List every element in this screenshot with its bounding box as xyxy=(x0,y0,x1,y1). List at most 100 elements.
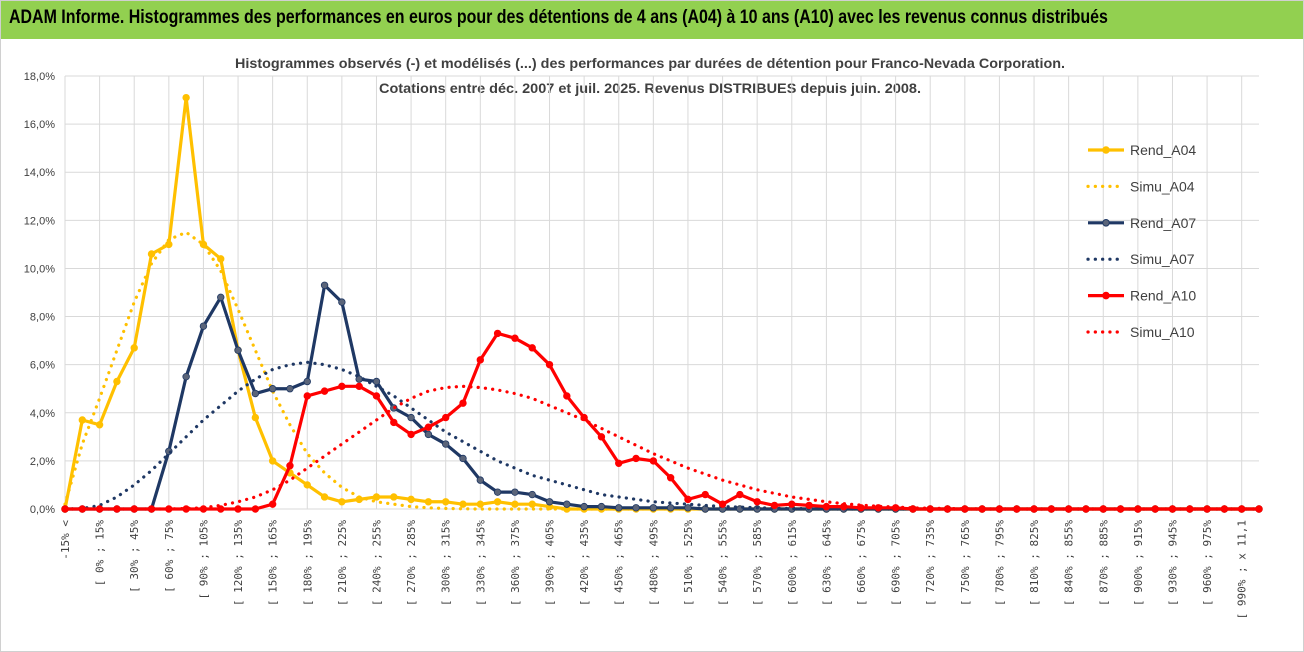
rend-a10-point xyxy=(788,500,796,508)
x-tick-label: [ 0% ; 15% xyxy=(94,520,107,587)
rend-a07-point xyxy=(407,413,415,422)
x-tick-label: [ 540% ; 555% xyxy=(717,520,730,606)
rend-a10-point xyxy=(1134,505,1142,513)
rend-a10-point xyxy=(580,413,588,422)
rend-a04-series xyxy=(61,93,1263,513)
rend-a10-point xyxy=(182,505,190,513)
rend-a07-point xyxy=(666,504,675,512)
x-tick-label: [ 450% ; 465% xyxy=(613,520,626,606)
rend-a10-point xyxy=(1151,505,1159,513)
rend-a10-point xyxy=(390,418,398,427)
rend-a04-point xyxy=(182,93,190,102)
x-tick-label: -15% < xyxy=(59,520,72,560)
rend-a10-point xyxy=(1220,505,1229,513)
rend-a07-point xyxy=(182,372,190,381)
rend-a10-point xyxy=(545,360,554,369)
rend-a07-point xyxy=(320,281,329,289)
rend-a10-point xyxy=(78,505,87,513)
rend-a07-legend-label: Rend_A07 xyxy=(1130,215,1196,231)
rend-a04-line xyxy=(63,96,1259,511)
rend-a04-point xyxy=(147,250,156,258)
rend-a10-point xyxy=(822,502,831,511)
rend-a04-point xyxy=(320,493,329,501)
rend-a04-legend-label: Rend_A04 xyxy=(1130,142,1196,158)
x-tick-label: [ 660% ; 675% xyxy=(855,520,868,606)
rend-a10-point xyxy=(1099,505,1107,513)
rend-a04-point xyxy=(511,500,519,508)
rend-a07-point xyxy=(303,377,311,386)
rend-a10-point xyxy=(147,505,156,513)
chart-title-line-2: Cotations entre déc. 2007 et juil. 2025.… xyxy=(379,80,921,96)
x-tick-label: [ 390% ; 405% xyxy=(544,520,557,606)
rend-a10-point xyxy=(839,502,848,511)
rend-a10-point xyxy=(1203,505,1211,513)
rend-a10-point xyxy=(251,505,260,513)
series-group xyxy=(61,93,1263,513)
rend-a10-legend-marker xyxy=(1102,291,1110,300)
rend-a07-point xyxy=(199,322,208,330)
rend-a10-point xyxy=(563,392,571,400)
rend-a07-point xyxy=(372,377,381,386)
rend-a10-point xyxy=(1030,505,1038,513)
x-tick-label: [ 300% ; 315% xyxy=(440,520,453,606)
x-tick-label: [ 810% ; 825% xyxy=(1028,520,1041,606)
x-tick-label: [ 360% ; 375% xyxy=(509,520,522,606)
simu-a10-series xyxy=(63,384,1261,511)
y-tick-label: 12,0% xyxy=(24,215,55,227)
x-tick-label: [ 60% ; 75% xyxy=(163,520,176,593)
x-axis-ticks: -15% < [ 0% ; 15% [ 30% ; 45% [ 60% ; 75% [ … xyxy=(59,520,1249,620)
rend-a04-point xyxy=(372,493,381,501)
rend-a10-point xyxy=(961,505,969,513)
simu-a07-legend-label: Simu_A07 xyxy=(1130,251,1195,267)
y-tick-label: 4,0% xyxy=(30,408,55,420)
rend-a10-point xyxy=(1064,505,1073,513)
rend-a04-point xyxy=(217,255,225,263)
x-tick-label: [ 780% ; 795% xyxy=(993,520,1006,606)
rend-a10-point xyxy=(753,498,761,506)
x-tick-label: [ 420% ; 435% xyxy=(578,520,591,606)
rend-a07-point xyxy=(684,504,692,512)
rend-a10-point xyxy=(684,495,692,504)
rend-a10-point xyxy=(1047,505,1056,513)
x-tick-label: [ 150% ; 165% xyxy=(267,520,280,606)
rend-a07-line xyxy=(65,283,1259,511)
rend-a10-series xyxy=(61,329,1263,513)
rend-a07-point xyxy=(511,488,519,496)
rend-a10-point xyxy=(320,387,329,395)
rend-a10-point xyxy=(1116,505,1125,513)
rend-a10-point xyxy=(528,344,536,352)
rend-a10-point xyxy=(199,505,208,513)
rend-a10-point xyxy=(234,505,242,513)
simu-a10-legend-label: Simu_A10 xyxy=(1130,324,1195,340)
x-tick-label: [ 330% ; 345% xyxy=(474,520,487,606)
x-tick-label: [ 270% ; 285% xyxy=(405,520,418,606)
rend-a10-point xyxy=(441,413,450,422)
rend-a07-point xyxy=(338,298,346,306)
rend-a10-point xyxy=(130,505,138,513)
rend-a10-point xyxy=(891,504,900,512)
x-tick-label: [ 510% ; 525% xyxy=(682,520,695,606)
rend-a10-point xyxy=(701,490,709,499)
x-tick-label: [ 720% ; 735% xyxy=(924,520,937,606)
rend-a10-point xyxy=(61,505,69,513)
rend-a04-legend-marker xyxy=(1102,146,1110,154)
rend-a10-point xyxy=(1186,505,1194,513)
rend-a10-line xyxy=(65,331,1259,511)
y-tick-label: 0,0% xyxy=(30,504,55,516)
simu-a04-legend-label: Simu_A04 xyxy=(1130,178,1195,194)
rend-a10-point xyxy=(1013,505,1021,513)
rend-a04-point xyxy=(424,498,433,506)
y-tick-label: 18,0% xyxy=(24,71,55,83)
rend-a04-point xyxy=(459,500,467,508)
rend-a07-point xyxy=(268,385,277,393)
rend-a10-point xyxy=(1237,505,1246,513)
x-tick-label: [ 960% ; 975% xyxy=(1201,520,1214,606)
rend-a04-point xyxy=(528,500,536,508)
report-banner: ADAM Informe. Histogrammes des performan… xyxy=(1,1,1303,39)
rend-a10-point xyxy=(926,505,934,513)
rend-a04-point xyxy=(390,493,398,501)
legend: Rend_A04 Simu_A04 Rend_A07 Simu_A07 Rend_A10… xyxy=(1086,142,1196,340)
rend-a10-point xyxy=(1082,505,1090,513)
